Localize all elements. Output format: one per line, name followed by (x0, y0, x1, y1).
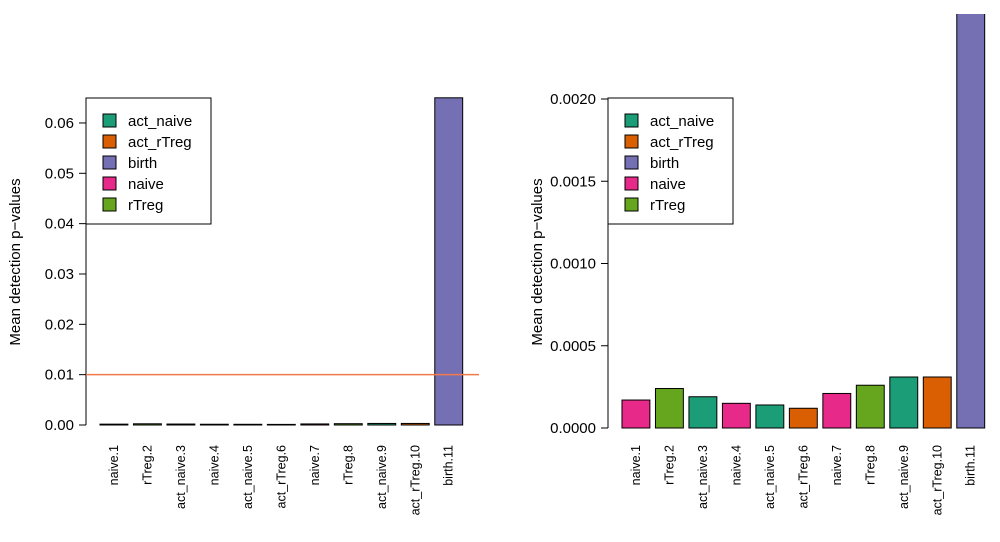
legend-label: birth (128, 155, 157, 172)
y-tick-label: 0.0020 (550, 91, 596, 108)
bar (166, 423, 196, 426)
bar (889, 376, 919, 429)
x-tick-label: act_naive.9 (375, 445, 389, 509)
y-tick-label: 0.0010 (550, 256, 596, 273)
bars (99, 97, 464, 426)
legend-label: act_rTreg (128, 134, 192, 151)
y-tick-label: 0.02 (45, 316, 74, 333)
x-tick-label: act_rTreg.10 (930, 445, 944, 515)
x-tick-label: naive.7 (308, 445, 322, 485)
bar (956, 14, 986, 429)
bar (99, 423, 129, 426)
x-tick-label: naive.4 (207, 445, 221, 485)
x-tick-label: act_naive.5 (241, 445, 255, 509)
x-tick-label: naive.1 (107, 445, 121, 485)
bar (132, 423, 162, 426)
x-tick-label: act_naive.5 (763, 445, 777, 509)
bar (855, 384, 885, 429)
legend-swatch (102, 197, 117, 212)
x-tick-label: birth.11 (964, 445, 978, 486)
bar (788, 407, 818, 429)
y-axis-label: Mean detection p−values (7, 178, 24, 345)
y-tick-label: 0.06 (45, 115, 74, 132)
y-tick-label: 0.01 (45, 367, 74, 384)
bar (233, 423, 263, 426)
legend-swatch (624, 155, 639, 170)
x-tick-label: act_naive.9 (897, 445, 911, 509)
chart: 0.00 0.01 0.02 0.03 0.04 0.05 0.06 Mean detecti… (7, 97, 479, 515)
legend-label: birth (650, 155, 679, 172)
y-tick-label: 0.0015 (550, 173, 596, 190)
legend-swatch (102, 134, 117, 149)
chart: 0.0000 0.0005 0.0010 0.0015 0.0020 Mean detec… (529, 14, 986, 515)
x-tick-label: naive.1 (629, 445, 643, 485)
y-axis-label: Mean detection p−values (529, 178, 546, 345)
legend-label: naive (650, 176, 686, 193)
y-tick-label: 0.05 (45, 165, 74, 182)
bar (621, 399, 651, 429)
x-tick-label: rTreg.2 (662, 445, 676, 485)
bar (688, 396, 718, 429)
bar (266, 423, 296, 426)
legend-label: rTreg (128, 197, 163, 214)
y-tick-label: 0.0005 (550, 338, 596, 355)
x-tick-label: naive.4 (729, 445, 743, 485)
legend-swatch (102, 155, 117, 170)
legend-swatch (102, 176, 117, 191)
legend-label: naive (128, 176, 164, 193)
bar (721, 402, 751, 429)
bar (199, 423, 229, 426)
bar (654, 388, 684, 429)
legend-swatch (624, 113, 639, 128)
x-tick-label: act_naive.3 (174, 445, 188, 509)
bars (621, 14, 986, 429)
legend-swatch (624, 176, 639, 191)
bar (367, 422, 397, 426)
legend-label: rTreg (650, 197, 685, 214)
bar (922, 376, 952, 429)
x-tick-label: act_rTreg.6 (796, 445, 810, 509)
legend-swatch (624, 197, 639, 212)
y-tick-label: 0.0000 (550, 420, 596, 437)
x-tick-label: rTreg.8 (341, 445, 355, 485)
x-tick-label: act_rTreg.10 (408, 445, 422, 515)
legend-label: act_naive (650, 113, 714, 130)
x-tick-label: birth.11 (442, 445, 456, 486)
y-tick-label: 0.04 (45, 216, 74, 233)
x-tick-label: act_naive.3 (696, 445, 710, 509)
x-tick-label: act_rTreg.6 (274, 445, 288, 509)
legend-label: act_rTreg (650, 134, 714, 151)
bar (300, 423, 330, 426)
bar (822, 392, 852, 429)
bar (755, 404, 785, 429)
bar (333, 423, 363, 426)
x-tick-label: rTreg.8 (863, 445, 877, 485)
y-tick-label: 0.03 (45, 266, 74, 283)
y-tick-label: 0.00 (45, 417, 74, 434)
legend-swatch (102, 113, 117, 128)
bar (434, 97, 464, 426)
legend-label: act_naive (128, 113, 192, 130)
x-tick-label: rTreg.2 (140, 445, 154, 485)
x-tick-label: naive.7 (830, 445, 844, 485)
legend-swatch (624, 134, 639, 149)
bar (400, 422, 430, 426)
